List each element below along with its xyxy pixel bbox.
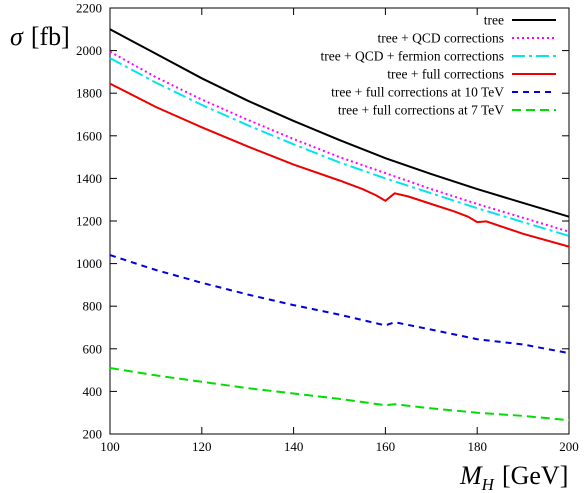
- y-tick-label: 2200: [76, 1, 102, 16]
- y-tick-label: 1200: [76, 214, 102, 229]
- y-tick-label: 600: [83, 341, 103, 356]
- legend-label: tree + full corrections at 10 TeV: [331, 85, 504, 100]
- series-line-2: [109, 50, 570, 233]
- x-tick-label: 160: [376, 439, 396, 454]
- legend-label: tree + full corrections at 7 TeV: [338, 103, 504, 118]
- y-tick-label: 200: [83, 427, 103, 442]
- series-lines: [109, 28, 570, 422]
- y-tick-label: 2000: [76, 43, 102, 58]
- legend-label: tree + QCD corrections: [378, 31, 504, 46]
- y-tick-label: 800: [83, 299, 103, 314]
- y-axis-title: σ [fb]: [10, 22, 70, 51]
- x-tick-label: 180: [467, 439, 487, 454]
- legend-label: tree: [484, 13, 504, 28]
- y-tick-label: 400: [83, 384, 103, 399]
- x-tick-label: 100: [100, 439, 120, 454]
- axis-ticks: 100 120 140 160 180 200 200 400 600 800 1000 1200 14…: [76, 1, 579, 455]
- y-tick-label: 1800: [76, 86, 102, 101]
- x-axis-title: MH [GeV]: [459, 461, 568, 493]
- y-tick-label: 1600: [76, 128, 102, 143]
- series-line-3: [109, 57, 570, 237]
- x-tick-label: 200: [559, 439, 579, 454]
- series-line-6: [109, 367, 570, 422]
- series-line-1: [109, 28, 570, 218]
- series-line-5: [109, 254, 570, 355]
- x-tick-label: 120: [192, 439, 212, 454]
- x-tick-label: 140: [284, 439, 304, 454]
- series-line-4: [109, 82, 570, 248]
- y-tick-label: 1000: [76, 256, 102, 271]
- legend-label: tree + QCD + fermion corrections: [320, 49, 504, 64]
- legend-label: tree + full corrections: [387, 67, 504, 82]
- y-tick-label: 1400: [76, 171, 102, 186]
- legend: tree tree + QCD corrections tree + QCD + f…: [320, 13, 556, 118]
